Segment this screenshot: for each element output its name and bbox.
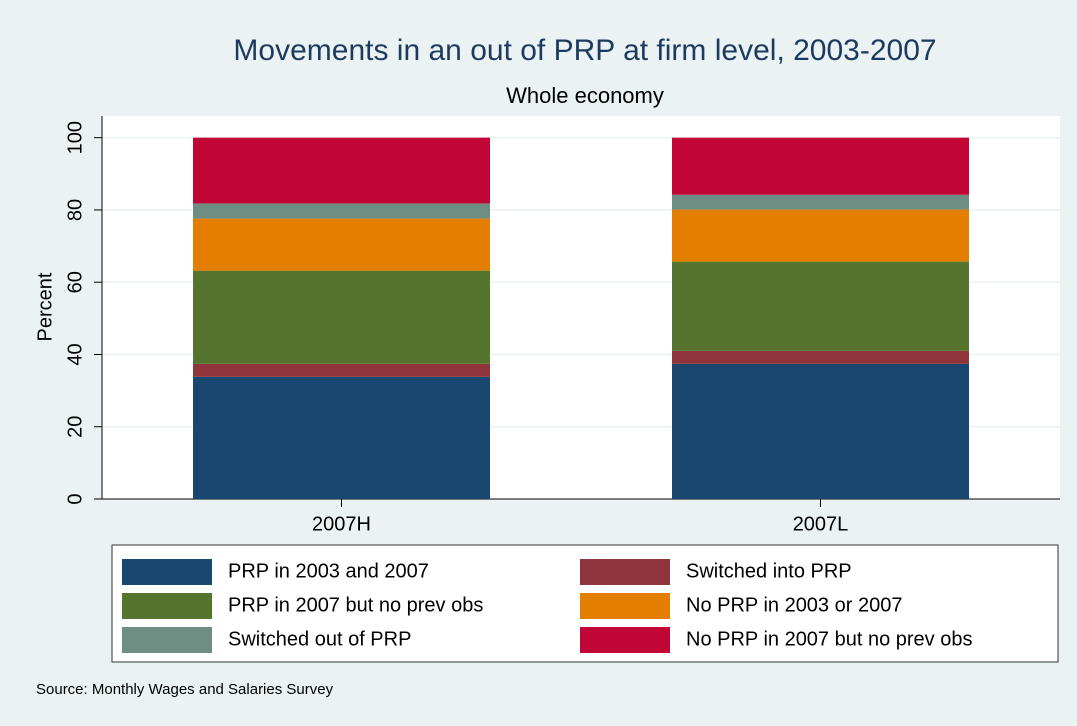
legend-label: No PRP in 2007 but no prev obs	[686, 628, 972, 650]
bar-segment	[672, 209, 969, 262]
legend-swatch	[580, 593, 670, 619]
bar-segment	[672, 363, 969, 499]
bar-segment	[193, 203, 490, 219]
bar-segment	[193, 218, 490, 271]
legend-label: Switched into PRP	[686, 560, 852, 582]
x-tick-label: 2007L	[793, 513, 849, 535]
y-tick-label: 0	[64, 493, 86, 504]
y-tick-label: 60	[64, 271, 86, 293]
bar-segment	[193, 363, 490, 377]
y-tick-label: 40	[64, 343, 86, 365]
chart-subtitle: Whole economy	[506, 83, 664, 108]
source-note: Source: Monthly Wages and Salaries Surve…	[36, 681, 334, 698]
legend-swatch	[122, 627, 212, 653]
bar-segment	[672, 261, 969, 351]
y-tick-label: 80	[64, 199, 86, 221]
y-tick-label: 20	[64, 416, 86, 438]
legend-swatch	[580, 627, 670, 653]
legend-swatch	[122, 559, 212, 585]
legend-swatch	[122, 593, 212, 619]
x-tick-label: 2007H	[312, 513, 371, 535]
bar-segment	[193, 376, 490, 499]
bar-segment	[193, 270, 490, 364]
y-axis-label: Percent	[34, 272, 56, 341]
legend-label: Switched out of PRP	[228, 628, 411, 650]
bar-segment	[672, 350, 969, 364]
legend-label: No PRP in 2003 or 2007	[686, 594, 902, 616]
chart-title: Movements in an out of PRP at firm level…	[233, 34, 936, 67]
bar-segment	[672, 137, 969, 195]
bar-segment	[193, 137, 490, 204]
legend-label: PRP in 2003 and 2007	[228, 560, 429, 582]
y-tick-label: 100	[64, 121, 86, 154]
legend-swatch	[580, 559, 670, 585]
bar-segment	[672, 194, 969, 210]
legend-label: PRP in 2007 but no prev obs	[228, 594, 483, 616]
